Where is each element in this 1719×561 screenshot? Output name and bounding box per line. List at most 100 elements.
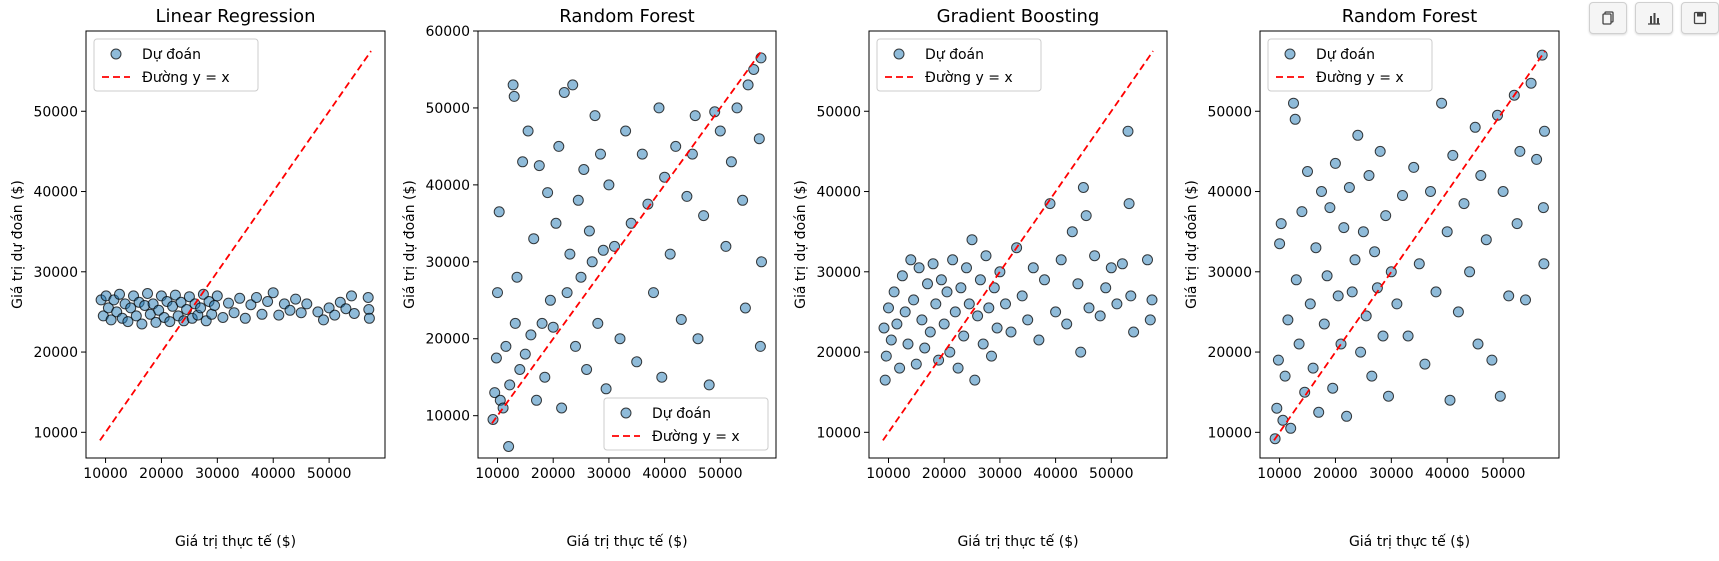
legend-label-reference: Đường y = x	[142, 70, 230, 86]
data-point	[553, 140, 565, 152]
data-point	[1343, 182, 1355, 193]
data-point	[1285, 422, 1297, 434]
data-point	[1458, 198, 1470, 210]
x-tick-label: 10000	[83, 466, 128, 482]
data-point	[1480, 234, 1492, 246]
y-tick-label: 40000	[425, 178, 470, 194]
x-tick-label: 20000	[531, 466, 576, 482]
data-point	[1408, 161, 1420, 173]
data-point	[295, 307, 307, 319]
data-point	[754, 340, 766, 352]
data-point	[1296, 206, 1308, 218]
data-point	[636, 148, 648, 160]
data-point	[1125, 290, 1137, 302]
y-axis-label: Giá trị dự đoán ($)	[1184, 180, 1200, 309]
legend-box	[93, 38, 259, 92]
data-point	[234, 292, 246, 304]
x-tick-label: 20000	[139, 466, 184, 482]
data-point	[910, 358, 922, 370]
data-point	[670, 140, 682, 152]
data-point	[878, 322, 890, 334]
legend-marker-point	[1284, 48, 1296, 60]
copy-button[interactable]	[1589, 2, 1627, 34]
data-point	[290, 293, 302, 305]
data-point	[122, 316, 134, 328]
x-tick-label: 10000	[866, 466, 911, 482]
data-point	[1321, 270, 1333, 282]
data-point	[493, 206, 505, 218]
data-point	[586, 256, 598, 268]
x-tick-label: 40000	[251, 466, 296, 482]
data-point	[963, 298, 975, 310]
data-point	[756, 256, 767, 268]
data-point	[522, 125, 534, 137]
data-point	[1272, 354, 1284, 366]
data-point	[1066, 226, 1078, 238]
data-point	[500, 340, 512, 352]
data-point	[1142, 254, 1153, 266]
data-point	[753, 133, 765, 145]
data-point	[894, 362, 906, 374]
data-point	[908, 294, 920, 306]
data-point	[164, 316, 176, 328]
y-tick-label: 50000	[425, 101, 470, 117]
x-axis-label: Giá trị thực tế ($)	[957, 533, 1078, 550]
data-point	[169, 289, 181, 301]
legend-label-reference: Đường y = x	[652, 429, 740, 445]
subplot-title: Linear Regression	[155, 6, 315, 27]
x-axis-label: Giá trị thực tế ($)	[566, 533, 687, 550]
y-tick-label: 30000	[425, 255, 470, 271]
data-point	[125, 302, 137, 314]
data-point	[675, 314, 687, 325]
data-point	[1360, 310, 1372, 322]
data-point	[183, 291, 195, 303]
x-tick-label: 20000	[922, 466, 967, 482]
data-point	[217, 312, 229, 323]
data-point	[1304, 298, 1316, 310]
data-point	[739, 302, 751, 314]
data-point	[1531, 153, 1543, 165]
scatter-series	[878, 125, 1158, 386]
data-point	[938, 318, 950, 330]
data-point	[284, 304, 296, 316]
data-point	[1080, 210, 1092, 222]
data-point	[888, 286, 900, 298]
data-point	[533, 160, 545, 172]
bar-chart-button[interactable]	[1635, 2, 1673, 34]
data-point	[913, 262, 925, 274]
data-point	[528, 233, 540, 245]
x-tick-label: 10000	[475, 466, 520, 482]
y-tick-label: 30000	[1207, 265, 1252, 281]
x-tick-label: 50000	[1089, 466, 1134, 482]
reference-line-y-equals-x	[1273, 50, 1546, 441]
data-point	[1341, 410, 1353, 422]
data-point	[986, 350, 997, 362]
data-point	[991, 322, 1003, 334]
data-point	[525, 329, 537, 341]
data-point	[581, 364, 593, 375]
y-tick-label: 10000	[1207, 425, 1252, 441]
data-point	[947, 254, 959, 266]
legend-marker-point	[893, 48, 905, 60]
data-point	[653, 102, 665, 114]
data-point	[251, 292, 262, 303]
data-point	[142, 288, 153, 299]
save-icon	[1693, 11, 1707, 25]
data-point	[150, 316, 162, 328]
data-point	[1310, 242, 1322, 254]
data-point	[514, 364, 526, 375]
data-point	[1033, 334, 1045, 346]
legend-box	[1267, 38, 1433, 92]
save-button[interactable]	[1681, 2, 1719, 34]
data-point	[1391, 298, 1403, 310]
legend-box	[876, 38, 1042, 92]
data-point	[1338, 222, 1350, 234]
data-point	[509, 317, 521, 329]
data-point	[1022, 314, 1034, 326]
data-point	[648, 287, 659, 299]
data-point	[1469, 121, 1481, 133]
data-point	[561, 287, 573, 299]
plot-frame	[1259, 30, 1560, 459]
data-point	[944, 346, 956, 358]
data-point	[742, 79, 754, 91]
